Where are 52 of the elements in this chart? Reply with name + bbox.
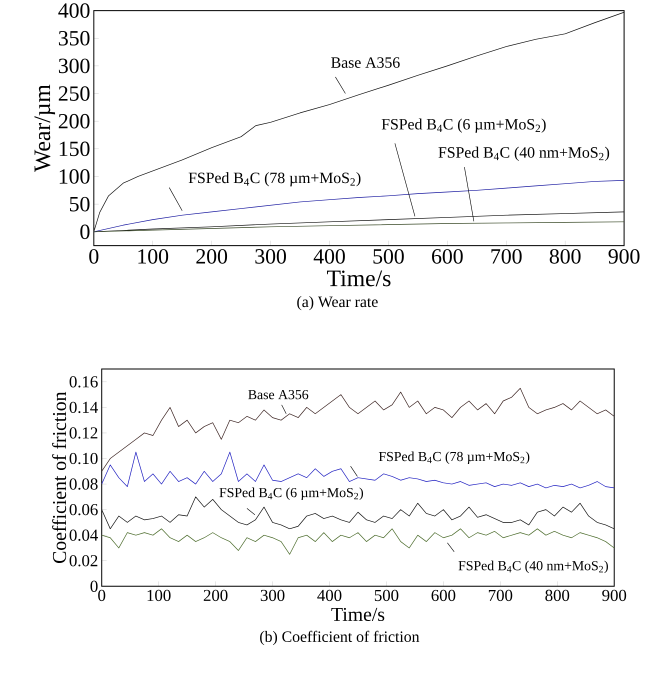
y-tick-label: 0.06 <box>70 504 98 516</box>
x-tick-label: 200 <box>204 590 228 602</box>
x-tick-label: 700 <box>492 249 522 264</box>
y-tick-label: 0.12 <box>70 427 98 439</box>
y-axis-title: Coefficient of friction <box>52 392 66 564</box>
x-tick-label: 400 <box>314 249 346 264</box>
y-tick-label: 400 <box>58 3 90 18</box>
x-tick-label: 700 <box>489 590 512 602</box>
x-tick-label: 800 <box>550 249 581 264</box>
x-tick-label: 600 <box>432 590 456 602</box>
text: (a) Wear rate <box>297 296 378 310</box>
x-axis-title: Time/s <box>332 608 384 622</box>
x-tick-label: 300 <box>256 249 286 264</box>
y-tick-label: 250 <box>58 86 90 101</box>
line-series <box>102 388 614 472</box>
y-tick-label: 150 <box>60 142 90 156</box>
y-tick-label: 0.16 <box>70 376 98 388</box>
y-axis-title: Wear/µm <box>34 84 56 172</box>
text: (b) Coefficient of friction <box>260 630 420 646</box>
series-label: FSPed B$_{4}$C (40 nm+MoS$_{2}$) <box>458 560 608 574</box>
y-tick-label: 0.14 <box>70 402 98 414</box>
y-tick-label: 200 <box>58 114 90 128</box>
y-tick-label: 50 <box>70 196 90 212</box>
series-label: FSPed B$_{4}$C (78 µm+MoS$_{2}$) <box>379 451 530 464</box>
x-tick-label: 500 <box>374 249 404 264</box>
y-tick-label: 350 <box>59 30 90 46</box>
text: FSPed B$_{4}$C (40 nm+MoS$_{2}$) <box>438 146 610 161</box>
series-label: FSPed B$_{4}$C (78 µm+MoS$_{2}$) <box>188 172 361 186</box>
x-tick-label: 900 <box>602 590 626 602</box>
y-tick-label: 0 <box>80 224 90 240</box>
x-tick-label: 300 <box>260 590 285 602</box>
y-tick-label: 0.08 <box>70 478 98 490</box>
x-tick-label: 900 <box>608 249 640 264</box>
series-label: Base A356 <box>331 57 400 68</box>
y-tick-label: 0.02 <box>70 555 98 566</box>
y-tick-label: 0.10 <box>70 452 98 464</box>
x-tick-label: 200 <box>196 249 228 264</box>
x-tick-label: 600 <box>432 249 463 264</box>
y-tick-label: 0 <box>90 580 98 592</box>
text: FSPed B$_{4}$C (6 µm+MoS$_{2}$) <box>382 118 546 133</box>
x-tick-label: 100 <box>148 590 171 602</box>
series-label: FSPed B$_{4}$C (6 µm+MoS$_{2}$) <box>220 488 364 500</box>
y-tick-label: 100 <box>60 169 90 184</box>
x-tick-label: 500 <box>375 590 399 602</box>
y-tick-label: 0.04 <box>70 530 98 541</box>
x-axis-title: Time/s <box>327 270 391 286</box>
y-tick-label: 300 <box>59 58 90 74</box>
line-series <box>102 528 614 555</box>
x-tick-label: 100 <box>138 249 168 264</box>
series-label: Base A356 <box>248 390 308 400</box>
x-tick-label: 800 <box>546 590 570 602</box>
x-tick-label: 400 <box>317 590 342 602</box>
